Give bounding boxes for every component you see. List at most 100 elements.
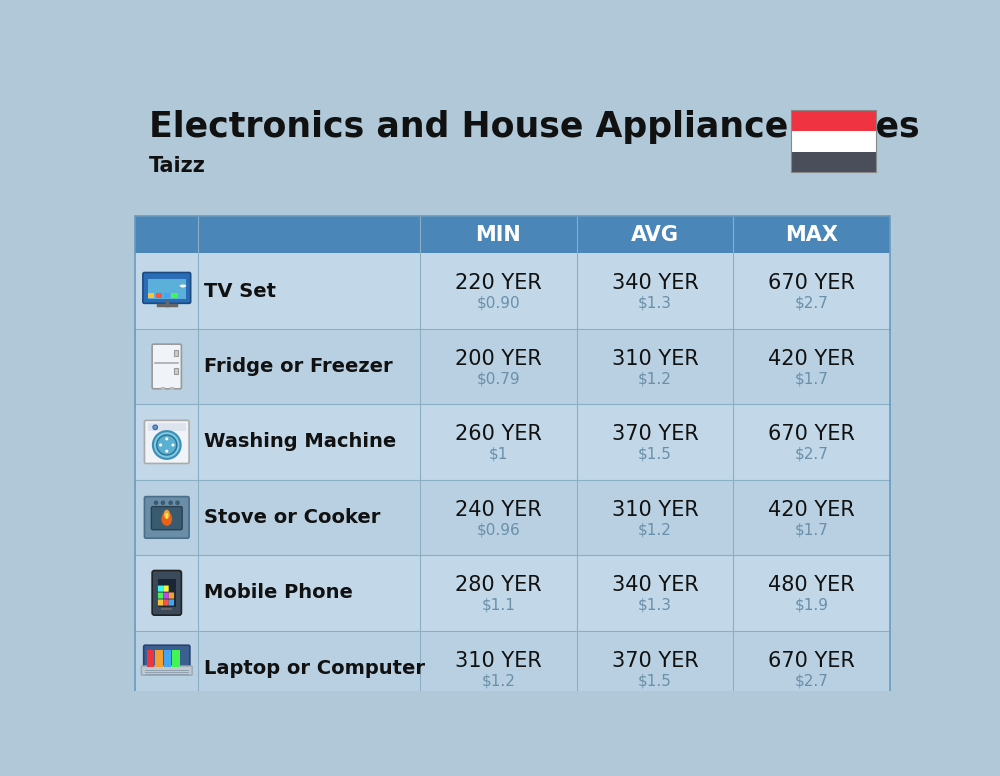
FancyBboxPatch shape bbox=[144, 645, 190, 670]
Text: AVG: AVG bbox=[631, 225, 679, 244]
Text: 370 YER: 370 YER bbox=[612, 650, 698, 670]
Bar bbox=[148, 424, 186, 431]
Text: $1.2: $1.2 bbox=[638, 371, 672, 386]
Bar bbox=[171, 293, 178, 298]
Text: $1.2: $1.2 bbox=[481, 673, 515, 688]
Circle shape bbox=[154, 501, 158, 505]
FancyBboxPatch shape bbox=[152, 570, 181, 615]
FancyBboxPatch shape bbox=[169, 599, 174, 605]
FancyBboxPatch shape bbox=[163, 592, 169, 598]
Text: Laptop or Computer: Laptop or Computer bbox=[205, 659, 426, 677]
FancyBboxPatch shape bbox=[158, 599, 163, 605]
Text: 310 YER: 310 YER bbox=[612, 348, 698, 369]
Text: $2.7: $2.7 bbox=[795, 673, 828, 688]
Circle shape bbox=[165, 438, 168, 441]
Text: Taizz: Taizz bbox=[149, 156, 206, 176]
Text: $1.5: $1.5 bbox=[638, 673, 672, 688]
Text: 670 YER: 670 YER bbox=[768, 650, 855, 670]
Circle shape bbox=[159, 443, 162, 446]
Circle shape bbox=[153, 431, 181, 459]
Text: $0.90: $0.90 bbox=[477, 296, 520, 311]
Text: 420 YER: 420 YER bbox=[768, 500, 855, 520]
Text: MAX: MAX bbox=[785, 225, 838, 244]
FancyBboxPatch shape bbox=[158, 586, 163, 591]
Circle shape bbox=[168, 501, 173, 505]
Circle shape bbox=[165, 449, 168, 452]
FancyBboxPatch shape bbox=[141, 666, 192, 675]
FancyBboxPatch shape bbox=[169, 592, 174, 598]
Text: $1.7: $1.7 bbox=[795, 371, 828, 386]
Bar bbox=[791, 151, 876, 172]
Text: MIN: MIN bbox=[476, 225, 521, 244]
Text: $1: $1 bbox=[489, 447, 508, 462]
FancyBboxPatch shape bbox=[144, 497, 189, 539]
Bar bbox=[135, 404, 890, 480]
FancyBboxPatch shape bbox=[151, 507, 182, 530]
FancyBboxPatch shape bbox=[148, 279, 186, 299]
Text: 220 YER: 220 YER bbox=[455, 273, 542, 293]
Bar bbox=[135, 217, 890, 706]
Text: Fridge or Freezer: Fridge or Freezer bbox=[205, 357, 393, 376]
Bar bbox=[147, 650, 154, 667]
Circle shape bbox=[175, 501, 180, 505]
FancyBboxPatch shape bbox=[163, 586, 169, 591]
Text: Electronics and House Appliance Prices: Electronics and House Appliance Prices bbox=[149, 110, 920, 144]
Text: Washing Machine: Washing Machine bbox=[205, 432, 397, 452]
FancyBboxPatch shape bbox=[158, 579, 176, 607]
Bar bbox=[155, 650, 163, 667]
Bar bbox=[791, 110, 876, 172]
Bar bbox=[791, 131, 876, 151]
Circle shape bbox=[157, 435, 177, 455]
Bar bbox=[135, 217, 890, 253]
Text: $1.1: $1.1 bbox=[481, 598, 515, 613]
Text: Stove or Cooker: Stove or Cooker bbox=[205, 508, 381, 527]
Bar bbox=[161, 387, 165, 390]
Text: Mobile Phone: Mobile Phone bbox=[205, 584, 353, 602]
Text: $2.7: $2.7 bbox=[795, 447, 828, 462]
Text: $1.5: $1.5 bbox=[638, 447, 672, 462]
Bar bbox=[174, 368, 178, 374]
Bar bbox=[164, 293, 170, 298]
Bar bbox=[172, 650, 180, 667]
Text: 260 YER: 260 YER bbox=[455, 424, 542, 444]
Text: 420 YER: 420 YER bbox=[768, 348, 855, 369]
Bar bbox=[135, 329, 890, 404]
Text: 200 YER: 200 YER bbox=[455, 348, 542, 369]
Ellipse shape bbox=[164, 510, 170, 519]
Text: $1.3: $1.3 bbox=[638, 598, 672, 613]
Text: 240 YER: 240 YER bbox=[455, 500, 542, 520]
Bar bbox=[135, 555, 890, 631]
Circle shape bbox=[171, 443, 174, 446]
Text: 370 YER: 370 YER bbox=[612, 424, 698, 444]
Bar bbox=[164, 650, 171, 667]
Bar bbox=[148, 293, 154, 298]
Text: $0.96: $0.96 bbox=[477, 522, 520, 537]
Bar bbox=[170, 387, 174, 390]
Bar bbox=[156, 293, 162, 298]
FancyBboxPatch shape bbox=[152, 344, 181, 389]
Text: 480 YER: 480 YER bbox=[768, 575, 855, 595]
Text: TV Set: TV Set bbox=[205, 282, 276, 300]
Text: 670 YER: 670 YER bbox=[768, 424, 855, 444]
Text: $0.79: $0.79 bbox=[477, 371, 520, 386]
Bar bbox=[135, 631, 890, 706]
Text: 310 YER: 310 YER bbox=[455, 650, 542, 670]
Text: $1.9: $1.9 bbox=[795, 598, 829, 613]
Bar bbox=[135, 480, 890, 555]
Text: 280 YER: 280 YER bbox=[455, 575, 542, 595]
Text: 340 YER: 340 YER bbox=[612, 575, 698, 595]
Text: $2.7: $2.7 bbox=[795, 296, 828, 311]
Text: 670 YER: 670 YER bbox=[768, 273, 855, 293]
Bar bbox=[174, 349, 178, 355]
Ellipse shape bbox=[161, 512, 172, 526]
Circle shape bbox=[153, 425, 158, 430]
FancyBboxPatch shape bbox=[144, 421, 189, 463]
Text: 310 YER: 310 YER bbox=[612, 500, 698, 520]
Text: $1.2: $1.2 bbox=[638, 522, 672, 537]
FancyBboxPatch shape bbox=[143, 272, 191, 303]
Text: $1.3: $1.3 bbox=[638, 296, 672, 311]
Bar bbox=[791, 110, 876, 131]
Ellipse shape bbox=[165, 513, 168, 519]
Circle shape bbox=[161, 501, 165, 505]
FancyBboxPatch shape bbox=[163, 599, 169, 605]
